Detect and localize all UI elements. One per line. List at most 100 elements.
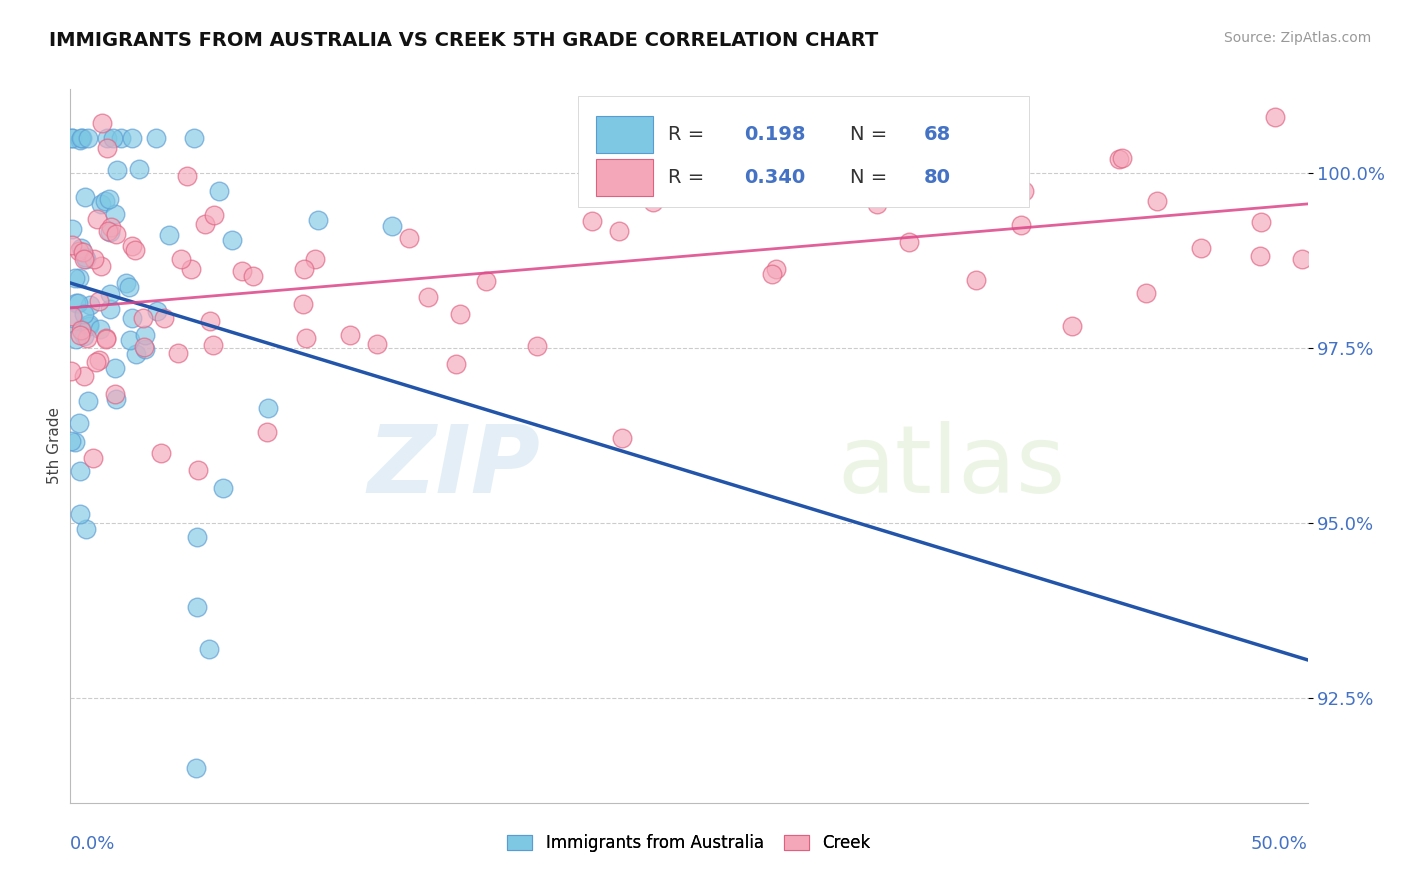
Point: [176, 169, 198, 183]
Point: [1189, 241, 1212, 255]
Point: [184, 761, 207, 775]
Point: [77, 319, 100, 334]
Text: 68: 68: [924, 126, 952, 145]
Point: [63, 270, 86, 285]
Point: [581, 214, 603, 228]
Point: [198, 641, 221, 656]
Point: [145, 131, 167, 145]
Point: [231, 264, 253, 278]
Point: [295, 331, 318, 345]
Point: [183, 131, 205, 145]
Point: [59, 434, 82, 448]
Point: [89, 293, 111, 308]
Point: [366, 337, 388, 351]
Point: [69, 327, 91, 342]
Point: [104, 227, 127, 241]
Text: ZIP: ZIP: [367, 421, 540, 514]
Point: [1010, 218, 1032, 232]
Point: [1060, 319, 1083, 334]
Point: [212, 481, 235, 495]
Point: [132, 311, 155, 326]
Text: 0.340: 0.340: [745, 169, 806, 187]
Text: N =: N =: [849, 169, 893, 187]
Point: [242, 268, 264, 283]
Point: [94, 194, 117, 208]
Point: [610, 431, 633, 445]
Point: [72, 252, 94, 266]
Text: 0.0%: 0.0%: [70, 835, 115, 853]
Point: [194, 217, 217, 231]
Point: [82, 451, 104, 466]
Point: [180, 262, 202, 277]
Point: [202, 338, 225, 352]
Point: [202, 208, 225, 222]
FancyBboxPatch shape: [596, 159, 652, 196]
Point: [976, 172, 998, 186]
Point: [67, 416, 90, 430]
FancyBboxPatch shape: [596, 116, 652, 153]
Point: [72, 244, 94, 259]
Legend: Immigrants from Australia, Creek: Immigrants from Australia, Creek: [501, 828, 877, 859]
Point: [79, 298, 101, 312]
Point: [104, 387, 127, 401]
Point: [67, 270, 90, 285]
Point: [96, 131, 118, 145]
Text: R =: R =: [668, 169, 710, 187]
Point: [63, 434, 86, 449]
Point: [398, 231, 420, 245]
Point: [807, 124, 830, 138]
Point: [1291, 252, 1313, 266]
Point: [98, 286, 121, 301]
Point: [1108, 152, 1130, 166]
Point: [87, 352, 110, 367]
Point: [105, 392, 128, 407]
Y-axis label: 5th Grade: 5th Grade: [46, 408, 62, 484]
Point: [66, 296, 89, 310]
Point: [221, 233, 243, 247]
Point: [59, 364, 82, 378]
Point: [866, 197, 889, 211]
Point: [60, 221, 83, 235]
Point: [101, 131, 124, 145]
Point: [73, 251, 96, 265]
Text: R =: R =: [668, 126, 710, 145]
Point: [121, 131, 143, 145]
Point: [69, 507, 91, 521]
Text: 80: 80: [924, 169, 950, 187]
Point: [765, 261, 787, 276]
Point: [125, 346, 148, 360]
Point: [124, 244, 146, 258]
Point: [169, 252, 191, 266]
Point: [153, 310, 176, 325]
Point: [1135, 286, 1157, 301]
Point: [1250, 215, 1272, 229]
Point: [134, 328, 156, 343]
Point: [643, 194, 665, 209]
Point: [84, 354, 107, 368]
Point: [100, 219, 122, 234]
Point: [198, 314, 221, 328]
Point: [77, 393, 100, 408]
Point: [704, 158, 727, 172]
Text: 50.0%: 50.0%: [1251, 835, 1308, 853]
Point: [475, 274, 498, 288]
Point: [60, 131, 83, 145]
Point: [91, 116, 114, 130]
Point: [77, 131, 100, 145]
Point: [96, 141, 118, 155]
Point: [97, 224, 120, 238]
Point: [292, 297, 315, 311]
Point: [186, 530, 208, 544]
Point: [75, 522, 97, 536]
Point: [132, 340, 155, 354]
Point: [304, 252, 326, 266]
Point: [98, 225, 121, 239]
Point: [67, 244, 90, 258]
Point: [70, 322, 93, 336]
Point: [90, 259, 112, 273]
Point: [418, 290, 440, 304]
Point: [339, 328, 361, 343]
Point: [1012, 184, 1035, 198]
Point: [90, 196, 112, 211]
Text: atlas: atlas: [838, 421, 1066, 514]
